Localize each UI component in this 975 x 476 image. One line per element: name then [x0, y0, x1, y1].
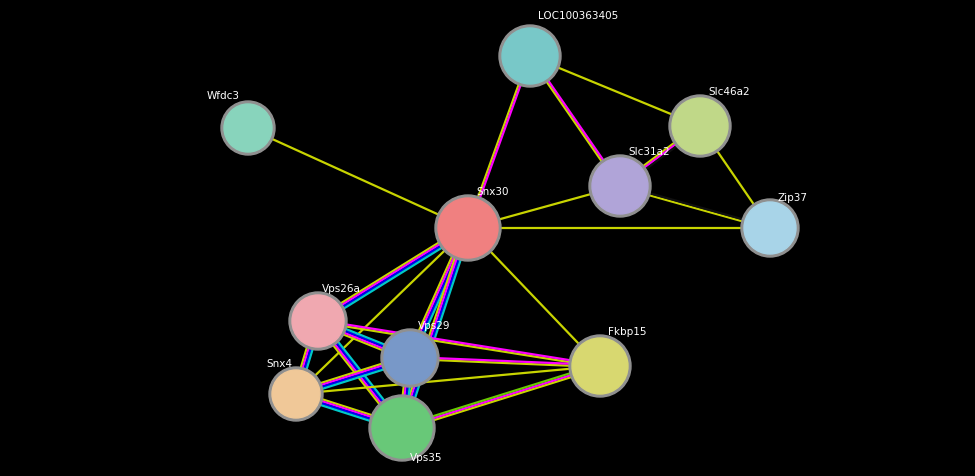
Text: Slc46a2: Slc46a2	[708, 87, 750, 97]
Text: Snx30: Snx30	[476, 187, 509, 197]
Circle shape	[744, 203, 796, 255]
Text: Fkbp15: Fkbp15	[608, 327, 646, 336]
Text: Slc31a2: Slc31a2	[628, 147, 670, 157]
Text: Wfdc3: Wfdc3	[207, 91, 240, 101]
Circle shape	[592, 159, 648, 215]
Circle shape	[272, 370, 320, 418]
Circle shape	[292, 296, 344, 347]
Circle shape	[569, 335, 631, 397]
Circle shape	[572, 338, 628, 394]
Text: Vps26a: Vps26a	[322, 283, 361, 293]
Circle shape	[438, 198, 498, 258]
Circle shape	[502, 29, 558, 85]
Circle shape	[224, 105, 272, 153]
Circle shape	[669, 96, 731, 158]
Circle shape	[589, 156, 651, 218]
Text: Snx4: Snx4	[266, 358, 292, 368]
Circle shape	[372, 398, 432, 458]
Text: LOC100363405: LOC100363405	[538, 11, 618, 21]
Circle shape	[381, 329, 439, 387]
Text: Vps29: Vps29	[418, 320, 450, 330]
Circle shape	[269, 367, 323, 421]
Text: Vps35: Vps35	[410, 452, 443, 462]
Circle shape	[672, 99, 728, 155]
Circle shape	[384, 332, 436, 384]
Circle shape	[741, 199, 799, 258]
Text: Zip37: Zip37	[778, 193, 808, 203]
Circle shape	[499, 26, 561, 88]
Circle shape	[289, 292, 347, 350]
Circle shape	[369, 395, 435, 461]
Circle shape	[435, 196, 501, 261]
Circle shape	[221, 102, 275, 156]
